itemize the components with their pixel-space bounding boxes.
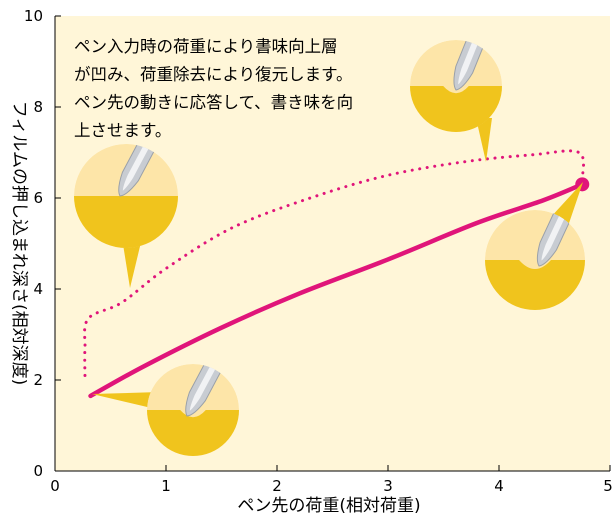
x-tick-label: 1 xyxy=(161,477,171,495)
y-tick-label: 0 xyxy=(33,462,43,480)
y-tick-label: 8 xyxy=(33,98,43,116)
y-tick-label: 2 xyxy=(33,371,43,389)
film-layer xyxy=(147,410,239,456)
callout-tail xyxy=(92,392,160,410)
y-tick-label: 6 xyxy=(33,189,43,207)
callout-upper-left xyxy=(74,144,178,288)
pen-highlight xyxy=(122,144,151,191)
annotation-line-4: 上させます。 xyxy=(74,121,171,140)
annotation-line-3: ペン先の動きに応答して、書き味を向 xyxy=(74,93,353,112)
y-axis-title: フィルムの押し込まれ深さ(相対深度) xyxy=(9,101,29,386)
x-axis-title: ペン先の荷重(相対荷重) xyxy=(237,496,420,516)
illustrations xyxy=(74,40,585,456)
callout-tail xyxy=(476,118,492,162)
recovery-curve-solid xyxy=(88,182,585,399)
x-tick-label: 0 xyxy=(50,477,60,495)
pen-highlight xyxy=(189,364,218,411)
x-tick-label: 2 xyxy=(272,477,282,495)
y-tick-label: 4 xyxy=(33,280,43,298)
pen-highlight xyxy=(458,40,482,85)
callout-tail xyxy=(122,238,142,288)
annotation-line-2: が凹み、荷重除去により復元します。 xyxy=(74,65,353,84)
callout-right xyxy=(485,182,585,310)
x-tick-label: 3 xyxy=(383,477,393,495)
callout-lower xyxy=(92,364,239,456)
pen-tip-icon xyxy=(453,40,492,91)
film-layer xyxy=(74,196,178,248)
film-layer xyxy=(485,260,585,310)
callout-upper-right xyxy=(410,40,502,162)
loading-curve-dotted xyxy=(83,149,585,377)
x-tick-label: 4 xyxy=(494,477,504,495)
annotation-line-1: ペン入力時の荷重により書味向上層 xyxy=(74,37,338,56)
annotation: ペン入力時の荷重により書味向上層 が凹み、荷重除去により復元します。 ペン先の動… xyxy=(74,37,353,140)
x-tick-label: 5 xyxy=(603,477,613,495)
ticks: 0 1 2 3 4 5 0 2 4 6 8 10 xyxy=(24,7,613,495)
pen-highlight xyxy=(541,210,568,261)
y-tick-label: 10 xyxy=(24,7,43,25)
film-layer xyxy=(410,86,502,132)
